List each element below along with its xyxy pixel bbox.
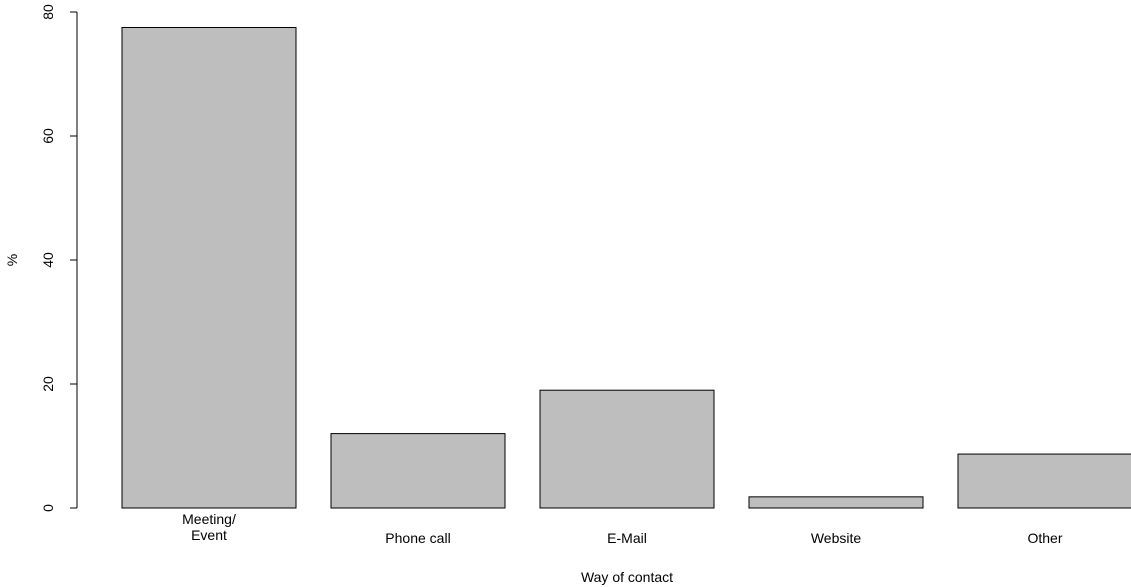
- x-tick-label: Phone call: [385, 530, 450, 546]
- bar: [330, 433, 506, 509]
- y-tick-label: 80: [40, 4, 56, 20]
- y-axis: 0 20 40 60 80: [40, 4, 78, 512]
- x-tick-label: Meeting/Event: [182, 511, 236, 543]
- y-tick-label: 0: [40, 504, 56, 512]
- x-tick-label: E-Mail: [607, 530, 647, 546]
- y-tick-label: 60: [40, 128, 56, 144]
- x-tick-label: Website: [811, 530, 862, 546]
- bar: [121, 27, 297, 509]
- x-tick-label: Other: [1027, 530, 1062, 546]
- x-axis-title: Way of contact: [581, 569, 673, 585]
- y-tick-label: 20: [40, 376, 56, 392]
- y-axis-title: %: [4, 254, 20, 266]
- bar: [957, 453, 1131, 509]
- y-tick-label: 40: [40, 252, 56, 268]
- x-tick-labels: Meeting/Event Phone call E-Mail Website Othe…: [182, 511, 1063, 546]
- bars: [121, 27, 1131, 509]
- bar: [748, 496, 924, 509]
- bar: [539, 389, 715, 509]
